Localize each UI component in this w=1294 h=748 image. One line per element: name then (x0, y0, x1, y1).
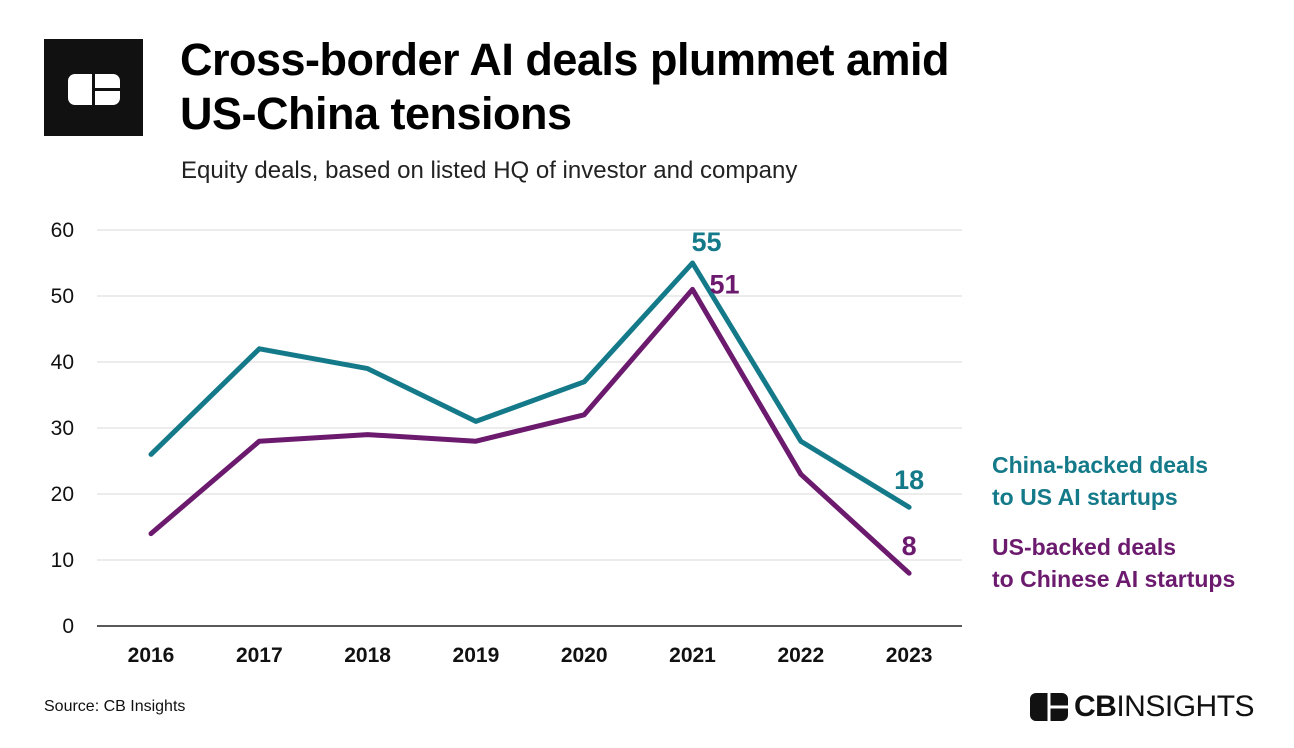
y-tick-label-40: 40 (51, 351, 74, 374)
chart-title: Cross-border AI deals plummet amid US-Ch… (180, 33, 1180, 141)
data-label-us-2023: 8 (902, 531, 917, 561)
data-label-china-2023: 18 (894, 465, 924, 495)
y-tick-label-30: 30 (51, 417, 74, 440)
legend-china-line-1: China-backed deals (992, 452, 1209, 478)
series-line-us-backed (148, 286, 912, 576)
cb-logo-glyph (68, 74, 120, 105)
y-tick-label-50: 50 (51, 285, 74, 308)
data-label-china-2021: 55 (691, 227, 721, 257)
brand-cb-text: CB (1074, 690, 1117, 723)
legend-china-line-2: to US AI startups (992, 484, 1178, 510)
x-tick-label-2020: 2020 (561, 644, 608, 667)
cb-insights-logo-icon (44, 39, 143, 136)
y-tick-label-20: 20 (51, 483, 74, 506)
y-tick-label-60: 60 (51, 219, 74, 242)
source-note: Source: CB Insights (44, 698, 186, 715)
brand-insights-text: INSIGHTS (1116, 690, 1255, 723)
y-tick-label-0: 0 (62, 615, 74, 638)
x-tick-label-2021: 2021 (669, 644, 716, 667)
cb-insights-brand: CB INSIGHTS (1030, 690, 1255, 724)
y-tick-label-10: 10 (51, 549, 74, 572)
x-tick-label-2023: 2023 (886, 644, 933, 667)
chart-title-line-2: US-China tensions (180, 88, 572, 139)
gridlines (97, 229, 962, 561)
legend-us-line-2: to Chinese AI startups (992, 566, 1236, 592)
legend-china-backed: China-backed deals to US AI startups (992, 449, 1208, 513)
chart-title-line-1: Cross-border AI deals plummet amid (180, 34, 950, 85)
chart-subtitle: Equity deals, based on listed HQ of inve… (181, 157, 798, 184)
x-tick-label-2017: 2017 (236, 644, 283, 667)
x-tick-label-2019: 2019 (453, 644, 500, 667)
x-tick-label-2016: 2016 (128, 644, 175, 667)
cb-insights-mark-icon (1030, 693, 1068, 721)
x-tick-label-2018: 2018 (344, 644, 391, 667)
axes: 0 10 20 30 40 50 60 2016 2017 2018 2019 2020 2021 202… (51, 219, 962, 667)
series-lines (148, 260, 912, 576)
data-labels: 55 18 51 8 (691, 227, 924, 561)
x-tick-label-2022: 2022 (777, 644, 824, 667)
legend-us-backed: US-backed deals to Chinese AI startups (992, 531, 1235, 595)
series-line-china-backed (148, 260, 912, 510)
data-label-us-2021: 51 (709, 269, 739, 299)
legend-us-line-1: US-backed deals (992, 534, 1177, 560)
